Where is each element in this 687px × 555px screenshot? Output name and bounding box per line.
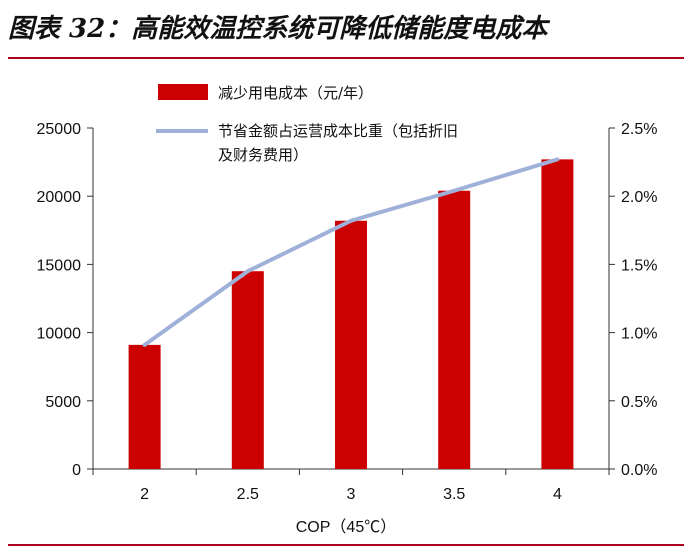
x-tick-label: 2.5	[237, 486, 259, 503]
y-right-tick-label: 1.0%	[621, 326, 657, 343]
axes: 0 5000 10000 15000 20000 25000 0.0% 0.5% 1.0% 1.5…	[37, 121, 658, 503]
y-left-tick-label: 15000	[37, 257, 82, 274]
bar	[438, 190, 471, 469]
y-left-tick-label: 5000	[45, 394, 81, 411]
y-right-tick-label: 2.5%	[621, 121, 657, 138]
series-line	[142, 157, 560, 347]
y-right-tick-label: 0.0%	[621, 462, 657, 479]
bar	[335, 220, 367, 469]
legend-label-line-1: 节省金额占运营成本比重（包括折旧	[218, 122, 458, 140]
bar	[231, 271, 264, 469]
bar	[541, 159, 574, 469]
x-tick-label: 2	[140, 486, 149, 503]
title-divider	[8, 57, 684, 59]
legend-label-line-2: 及财务费用）	[218, 146, 308, 164]
line-series	[142, 157, 560, 347]
y-left-tick-label: 25000	[37, 121, 82, 138]
y-right-tick-label: 2.0%	[621, 189, 657, 206]
x-axis-title: COP（45℃）	[296, 518, 396, 536]
legend-swatch-bar	[158, 84, 208, 100]
x-tick-label: 3.5	[443, 486, 465, 503]
x-tick-label: 4	[553, 486, 562, 503]
bar	[128, 344, 161, 469]
y-left-tick-label: 20000	[37, 189, 82, 206]
y-right-tick-label: 1.5%	[621, 257, 657, 274]
y-right-tick-label: 0.5%	[621, 394, 657, 411]
y-left-tick-label: 10000	[37, 326, 82, 343]
chart-title: 图表 32：高能效温控系统可降低储能度电成本	[8, 14, 548, 44]
legend: 减少用电成本（元/年） 节省金额占运营成本比重（包括折旧 及财务费用）	[156, 84, 458, 164]
legend-label-bar: 减少用电成本（元/年）	[218, 84, 373, 102]
bottom-divider	[8, 544, 684, 546]
bar-series	[128, 159, 574, 469]
y-left-tick-label: 0	[72, 462, 81, 479]
x-tick-label: 3	[347, 486, 356, 503]
